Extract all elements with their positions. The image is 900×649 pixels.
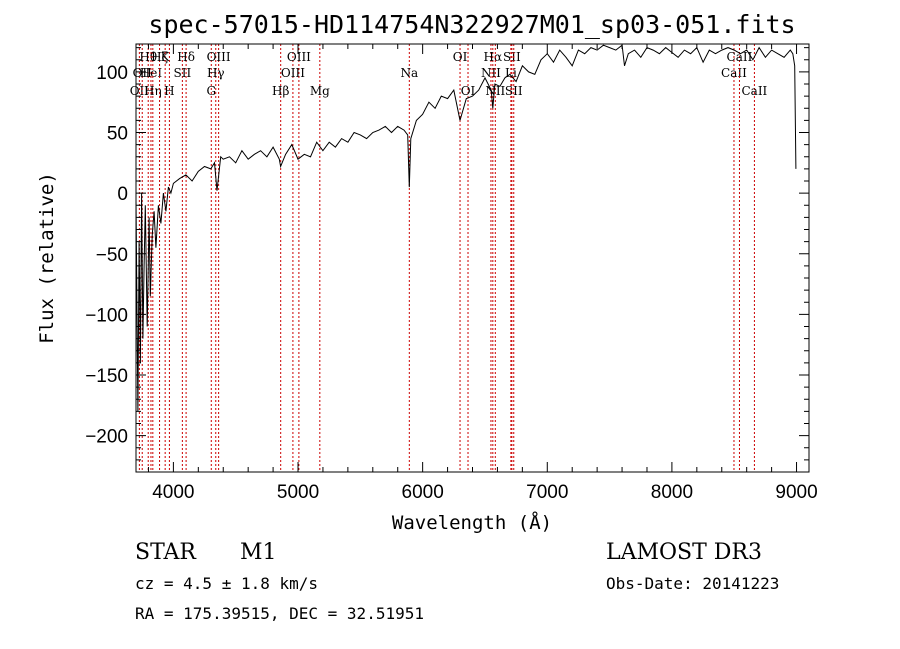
redshift-cz: cz = 4.5 ± 1.8 km/s [135, 574, 318, 593]
spectrum-series [135, 44, 797, 412]
marker-label: SII [174, 66, 192, 80]
observation-date: Obs-Date: 20141223 [606, 574, 779, 593]
y-axis-ticks: −200 −150 −100 −50 0 50 100 [85, 47, 809, 461]
marker-label: HeI [140, 66, 163, 80]
marker-label: K [161, 50, 171, 64]
x-tick-label: 7000 [526, 482, 568, 503]
marker-label: OIII [281, 66, 305, 80]
x-tick-label: 4000 [152, 482, 194, 503]
marker-label: H [164, 84, 174, 98]
marker-label: NII [481, 66, 501, 80]
marker-label: OII [130, 84, 150, 98]
spectrum-line [135, 44, 797, 412]
marker-label: Hβ [272, 84, 289, 98]
marker-label: Hα [484, 50, 503, 64]
y-tick-label: −200 [85, 427, 128, 448]
marker-label: NII [485, 84, 505, 98]
y-axis-label: Flux (relative) [36, 172, 58, 344]
marker-label: Li [505, 66, 517, 80]
marker-label: Hη [144, 84, 162, 98]
y-tick-label: 50 [107, 124, 128, 145]
marker-label: CaII [727, 50, 753, 64]
x-axis-label: Wavelength (Å) [392, 511, 552, 534]
survey-name: LAMOST DR3 [606, 540, 762, 565]
chart-title: spec-57015-HD114754N322927M01_sp03-051.f… [148, 10, 795, 39]
coordinates: RA = 175.39515, DEC = 32.51951 [135, 604, 424, 623]
marker-label: Hδ [177, 50, 195, 64]
x-tick-label: 9000 [775, 482, 817, 503]
marker-label: OI [453, 50, 468, 64]
object-class: STAR [135, 540, 197, 565]
line-markers: OIIOIIHθHeIHηHζKHSIIHδGHγOIIIHβOIIIOIIIM… [130, 44, 768, 472]
marker-label: G [206, 84, 216, 98]
marker-label: OIII [287, 50, 311, 64]
y-tick-label: −100 [85, 305, 128, 326]
marker-label: Mg [310, 84, 330, 98]
marker-label: CaII [721, 66, 747, 80]
object-subclass: M1 [240, 540, 277, 565]
marker-label: OI [461, 84, 476, 98]
x-axis-ticks: 4000 5000 6000 7000 8000 9000 [147, 44, 818, 503]
marker-label: Na [400, 66, 418, 80]
marker-label: Hγ [207, 66, 225, 80]
marker-label: OII [133, 66, 153, 80]
y-tick-label: −50 [96, 245, 128, 266]
marker-label: Hζ [151, 50, 168, 64]
y-tick-label: 100 [96, 63, 128, 84]
x-tick-label: 5000 [277, 482, 319, 503]
y-tick-label: −150 [85, 366, 128, 387]
x-tick-label: 6000 [402, 482, 444, 503]
x-tick-label: 8000 [651, 482, 693, 503]
marker-label: SII [503, 50, 521, 64]
marker-label: OIII [207, 50, 231, 64]
marker-label: CaII [741, 84, 767, 98]
plot-frame [135, 43, 810, 473]
y-tick-label: 0 [117, 184, 128, 205]
marker-label: SII [505, 84, 523, 98]
